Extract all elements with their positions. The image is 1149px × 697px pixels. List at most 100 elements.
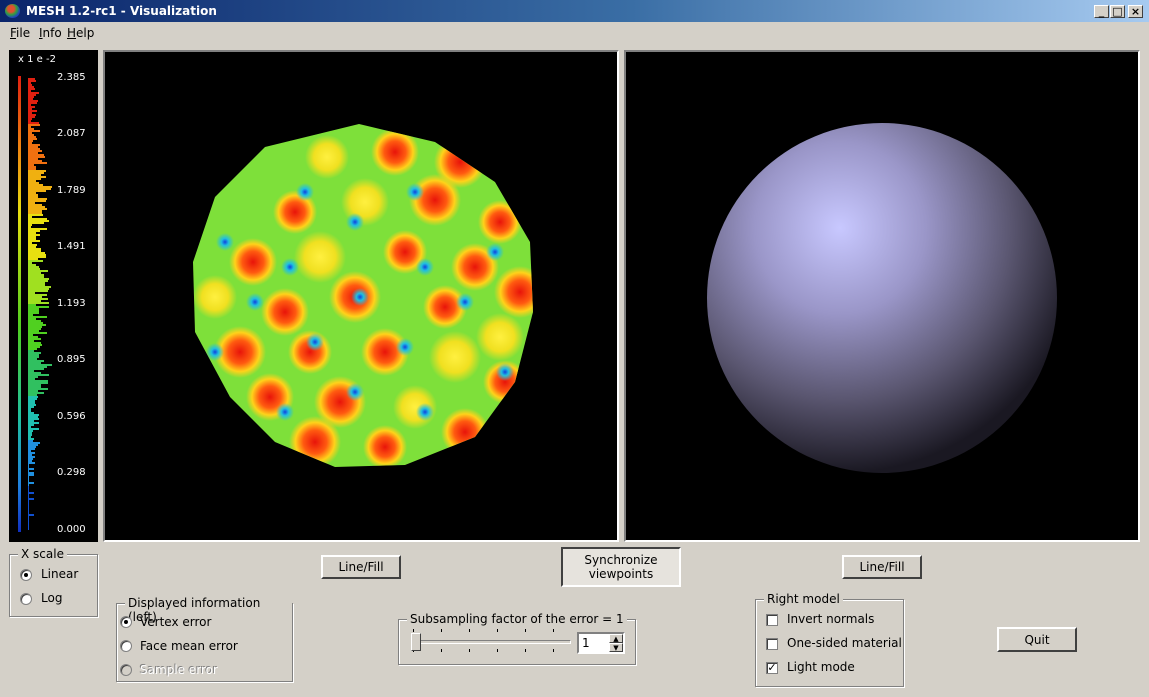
histogram-bar <box>28 508 29 510</box>
histogram-bar <box>28 438 34 440</box>
histogram-bar <box>28 342 41 344</box>
light-mode-checkbox[interactable]: ✓ <box>766 661 778 674</box>
histogram-bar <box>28 368 44 370</box>
linear-radio[interactable] <box>20 569 32 581</box>
histogram-bar <box>28 82 31 84</box>
app-icon <box>5 4 20 18</box>
histogram-bar <box>28 322 43 324</box>
histogram-bar <box>28 194 38 196</box>
histogram-bar <box>28 374 49 376</box>
histogram-bar <box>28 364 52 366</box>
error-hotspot <box>383 230 427 274</box>
histogram-bar <box>28 338 41 340</box>
error-hotspot <box>371 128 419 176</box>
quit-button[interactable]: Quit <box>997 627 1077 652</box>
error-coldspot <box>486 243 504 261</box>
histogram-bar <box>28 494 29 496</box>
error-hotspot <box>261 288 309 336</box>
histogram-bar <box>28 348 37 350</box>
spin-down-icon[interactable]: ▼ <box>609 643 623 652</box>
histogram-bar <box>28 246 36 248</box>
right-viewport[interactable] <box>624 50 1140 542</box>
slider-tick <box>553 629 554 632</box>
histogram-bar <box>28 80 36 82</box>
error-hotspot <box>361 328 409 376</box>
face-mean-error-radio[interactable] <box>120 640 132 652</box>
sample-error-label: Sample error <box>140 663 218 677</box>
left-line-fill-button[interactable]: Line/Fill <box>321 555 401 579</box>
histogram-bar <box>28 420 34 422</box>
right-model-title: Right model <box>764 592 843 606</box>
error-coldspot <box>246 293 264 311</box>
synchronize-viewpoints-button[interactable]: Synchronize viewpoints <box>561 547 681 587</box>
histogram-bar <box>28 518 29 520</box>
spin-up-icon[interactable]: ▲ <box>609 634 623 643</box>
menu-info[interactable]: Info <box>39 26 62 40</box>
histogram-bar <box>28 162 47 164</box>
error-sphere <box>193 124 533 467</box>
histogram-bar <box>28 340 34 342</box>
histogram-bar <box>28 120 31 122</box>
error-hotspot <box>494 266 533 318</box>
histogram-bar <box>28 126 31 128</box>
histogram-bar <box>28 386 41 388</box>
histogram-bar <box>28 372 41 374</box>
right-line-fill-button[interactable]: Line/Fill <box>842 555 922 579</box>
histogram-bar <box>28 462 35 464</box>
histogram-bar <box>28 346 40 348</box>
close-button[interactable]: × <box>1128 5 1143 18</box>
histogram-bar <box>28 316 47 318</box>
slider-track[interactable] <box>411 640 571 644</box>
histogram-bar <box>28 526 29 528</box>
one-sided-material-checkbox[interactable] <box>766 638 778 650</box>
histogram-bar <box>28 124 40 126</box>
histogram-bar <box>28 486 29 488</box>
histogram-bar <box>28 236 36 238</box>
histogram-bar <box>28 468 34 470</box>
xscale-group: X scale Linear Log <box>9 547 98 617</box>
histogram-scale-label: x 1 e -2 <box>18 54 56 65</box>
histogram-bar <box>28 324 46 326</box>
histogram-bar <box>28 250 41 252</box>
histogram-bar <box>28 130 40 132</box>
histogram-bar <box>28 302 49 304</box>
histogram-bar <box>28 286 51 288</box>
slider-thumb[interactable] <box>411 633 421 651</box>
error-hotspot <box>363 425 407 467</box>
histogram-bar <box>28 370 34 372</box>
histogram-bar <box>28 410 31 412</box>
menu-file[interactable]: File <box>10 26 31 40</box>
title-bar[interactable]: MESH 1.2-rc1 - Visualization _ □ × <box>0 0 1149 22</box>
error-coldspot <box>416 403 434 421</box>
subsampling-spinbox[interactable]: 1 ▲ ▼ <box>577 632 625 654</box>
invert-normals-checkbox[interactable] <box>766 614 778 626</box>
histogram-bar <box>28 504 29 506</box>
histogram-bar <box>28 434 32 436</box>
window-title: MESH 1.2-rc1 - Visualization <box>26 4 217 18</box>
histogram-bar <box>28 264 36 266</box>
histogram-bar <box>28 238 36 240</box>
maximize-button[interactable]: □ <box>1110 5 1125 18</box>
error-coldspot <box>406 183 424 201</box>
left-viewport[interactable] <box>103 50 619 542</box>
histogram-bar <box>28 488 29 490</box>
histogram-bar <box>28 262 32 264</box>
histogram-bar <box>28 458 33 460</box>
histogram-bar <box>28 482 34 484</box>
sync-label-line1: Synchronize <box>584 553 658 567</box>
menu-help[interactable]: Help <box>67 26 95 40</box>
histogram-bar <box>28 406 34 408</box>
histogram-bar <box>28 116 35 118</box>
histogram-bar <box>28 318 36 320</box>
error-hotspot <box>214 326 266 378</box>
histogram-bar <box>28 292 35 294</box>
histogram-bar <box>28 180 36 182</box>
log-radio[interactable] <box>20 593 32 605</box>
histogram-bar <box>28 288 49 290</box>
minimize-button[interactable]: _ <box>1094 5 1109 18</box>
histogram-bar <box>28 442 40 444</box>
histogram-bar <box>28 206 45 208</box>
vertex-error-radio[interactable] <box>120 616 132 628</box>
histogram-bar <box>28 360 44 362</box>
histogram-bar <box>28 298 48 300</box>
